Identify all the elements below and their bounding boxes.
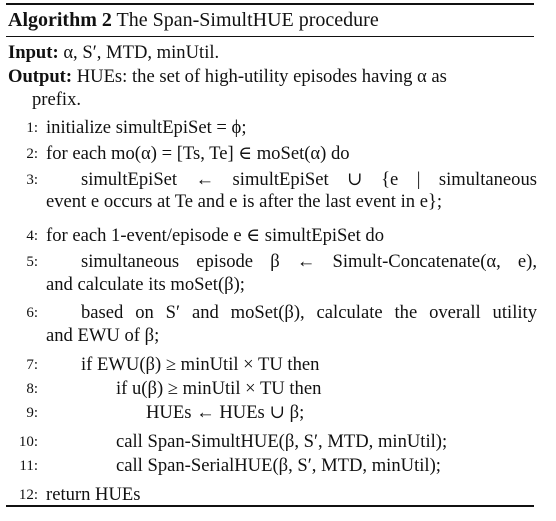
bottom-rule xyxy=(6,505,534,507)
step-number: 3: xyxy=(26,172,38,188)
step-6-text: based on S′ and moSet(β), calculate the … xyxy=(81,302,537,323)
step-number: 1: xyxy=(26,120,38,136)
step-number: 10: xyxy=(18,434,38,450)
output-text: HUEs: the set of high-utility episodes h… xyxy=(76,66,447,87)
step-3-continuation: event e occurs at Te and e is after the … xyxy=(46,191,443,212)
step-1-text: initialize simultEpiSet = ϕ; xyxy=(46,117,247,138)
step-number: 11: xyxy=(19,458,38,474)
input-text: α, S′, MTD, minUtil. xyxy=(63,42,220,63)
step-number: 5: xyxy=(26,254,38,270)
step-number: 12: xyxy=(18,487,38,503)
algorithm-label: Algorithm 2 xyxy=(8,9,112,31)
step-number: 6: xyxy=(26,305,38,321)
top-rule xyxy=(6,3,534,5)
step-5-text: simultaneous episode β ← Simult-Concaten… xyxy=(81,251,537,272)
output-keyword: Output: xyxy=(8,66,73,87)
step-9-text: HUEs ← HUEs ∪ β; xyxy=(146,402,305,423)
step-number: 4: xyxy=(26,228,38,244)
step-number: 8: xyxy=(26,381,38,397)
step-6-continuation: and EWU of β; xyxy=(46,325,160,346)
step-5-continuation: and calculate its moSet(β); xyxy=(46,274,245,295)
step-3-text: simultEpiSet ← simultEpiSet ∪ {e | simul… xyxy=(81,169,537,190)
algorithm-box: Algorithm 2 The Span-SimultHUE procedure… xyxy=(6,3,547,507)
output-line: Output: HUEs: the set of high-utility ep… xyxy=(8,66,447,88)
output-continuation: prefix. xyxy=(32,89,82,110)
step-7-text: if EWU(β) ≥ minUtil × TU then xyxy=(81,354,320,375)
step-4-text: for each 1-event/episode e ∈ simultEpiSe… xyxy=(46,225,385,246)
step-11-text: call Span-SerialHUE(β, S′, MTD, minUtil)… xyxy=(116,455,441,476)
step-number: 7: xyxy=(26,357,38,373)
algorithm-name: The Span-SimultHUE procedure xyxy=(116,9,379,31)
step-number: 9: xyxy=(26,405,38,421)
input-keyword: Input: xyxy=(8,42,59,63)
step-8-text: if u(β) ≥ minUtil × TU then xyxy=(116,378,322,399)
step-2-text: for each mo(α) = [Ts, Te] ∈ moSet(α) do xyxy=(46,143,350,164)
input-line: Input: α, S′, MTD, minUtil. xyxy=(8,42,219,64)
step-10-text: call Span-SimultHUE(β, S′, MTD, minUtil)… xyxy=(116,431,448,452)
title-rule xyxy=(6,36,534,37)
step-12-text: return HUEs xyxy=(46,484,141,505)
algorithm-title: Algorithm 2 The Span-SimultHUE procedure xyxy=(8,8,379,32)
step-number: 2: xyxy=(26,146,38,162)
